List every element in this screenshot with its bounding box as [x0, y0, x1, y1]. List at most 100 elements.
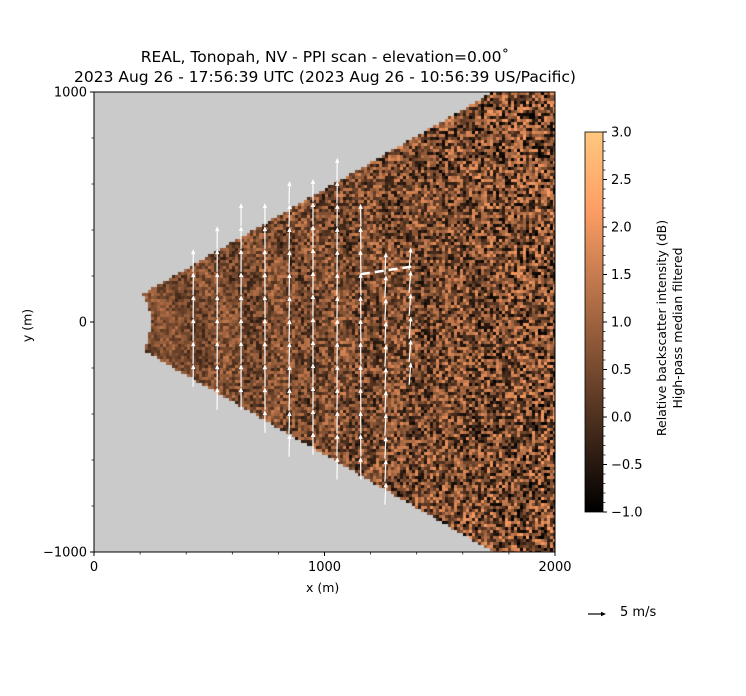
wind-vector	[191, 295, 196, 318]
wind-vector	[408, 270, 413, 293]
wind-vector	[287, 388, 292, 411]
wind-vector	[191, 318, 196, 341]
wind-vector	[262, 364, 268, 387]
wind-vector	[335, 410, 340, 434]
wind-vector	[408, 339, 413, 362]
wind-vector	[287, 296, 292, 319]
backscatter-heatmap	[94, 92, 555, 552]
x-tick-label: 1000	[308, 560, 341, 575]
wind-vector	[310, 340, 316, 363]
wind-vector	[358, 364, 363, 388]
wind-vector	[238, 318, 244, 341]
wind-vector	[238, 226, 244, 249]
wind-vector	[191, 249, 196, 272]
colorbar-label: Relative backscatter intensity (dB) High…	[654, 178, 686, 478]
wind-vector	[335, 272, 340, 296]
wind-vector	[310, 202, 316, 225]
wind-vector	[287, 204, 292, 227]
y-axis-label: y (m)	[19, 308, 35, 343]
wind-vector	[262, 387, 268, 410]
quiver-key-label: 5 m/s	[620, 605, 657, 620]
wind-vector	[287, 273, 292, 296]
wind-vector	[238, 295, 244, 318]
wind-vector	[358, 410, 363, 434]
wind-vector	[262, 410, 268, 433]
wind-vector	[262, 226, 268, 249]
dashed-transect-line	[360, 264, 416, 276]
wind-vector	[335, 387, 340, 411]
wind-vector	[287, 181, 292, 204]
wind-vector	[310, 317, 316, 340]
wind-vector	[335, 180, 340, 204]
wind-vector	[262, 295, 268, 318]
wind-vector	[287, 411, 292, 434]
wind-vector	[383, 367, 388, 390]
wind-vector	[310, 271, 316, 294]
x-tick-label: 0	[90, 560, 98, 575]
wind-vector	[358, 272, 363, 296]
wind-vector	[287, 434, 292, 457]
wind-vector	[215, 295, 220, 318]
wind-vector	[215, 226, 220, 249]
wind-vector	[335, 249, 340, 273]
wind-vector	[335, 157, 340, 181]
wind-vector	[383, 298, 388, 321]
wind-vector	[238, 203, 244, 226]
colorbar-label-line2: High-pass median filtered	[670, 247, 685, 409]
wind-vector	[215, 387, 220, 410]
wind-vector	[335, 318, 340, 342]
wind-vector	[358, 226, 363, 250]
wind-vector	[215, 341, 220, 364]
wind-vector	[383, 321, 388, 344]
wind-vector	[335, 433, 340, 457]
wind-vector	[335, 364, 340, 388]
wind-vector	[262, 318, 268, 341]
colorbar-tick-label: −0.5	[611, 458, 643, 473]
wind-vector	[358, 341, 363, 365]
x-tick-label: 2000	[538, 560, 571, 575]
chart-title-line2: 2023 Aug 26 - 17:56:39 UTC (2023 Aug 26 …	[74, 68, 576, 86]
chart-title-line1: REAL, Tonopah, NV - PPI scan - elevation…	[140, 48, 510, 66]
wind-vector	[383, 436, 388, 459]
colorbar-tick-label: 0.5	[611, 363, 632, 378]
wind-vector	[287, 319, 292, 342]
colorbar	[585, 132, 603, 512]
colorbar-label-line1: Relative backscatter intensity (dB)	[654, 219, 669, 437]
wind-vector	[310, 225, 316, 248]
wind-vector	[310, 179, 316, 202]
wind-vector	[383, 413, 388, 436]
wind-vector	[262, 341, 268, 364]
wind-vector	[408, 293, 413, 316]
wind-vector	[383, 459, 388, 482]
wind-vector	[310, 386, 316, 409]
wind-vector	[383, 275, 388, 298]
wind-vector	[238, 387, 244, 410]
wind-vector	[310, 409, 316, 432]
wind-vector	[335, 295, 340, 319]
wind-vector	[287, 342, 292, 365]
y-tick-label: 1000	[54, 86, 87, 101]
y-tick-label: 0	[79, 316, 87, 331]
colorbar-tick-label: 3.0	[611, 126, 632, 141]
colorbar-tick-label: 1.0	[611, 316, 632, 331]
wind-vector	[215, 318, 220, 341]
wind-vector	[238, 272, 244, 295]
wind-vector	[383, 482, 388, 505]
wind-vector	[191, 341, 196, 364]
wind-vector	[238, 364, 244, 387]
wind-vector	[358, 295, 363, 319]
wind-vector	[310, 363, 316, 386]
wind-vector	[238, 341, 244, 364]
wind-vector	[262, 272, 268, 295]
colorbar-tick-label: 2.0	[611, 221, 632, 236]
y-tick-label: −1000	[43, 546, 87, 561]
wind-vector	[335, 203, 340, 227]
wind-vector	[215, 272, 220, 295]
wind-vector	[310, 248, 316, 271]
wind-vector	[287, 250, 292, 273]
wind-vector	[358, 456, 363, 480]
colorbar-tick-label: −1.0	[611, 506, 643, 521]
x-axis-label: x (m)	[306, 580, 340, 595]
wind-vector	[335, 456, 340, 480]
